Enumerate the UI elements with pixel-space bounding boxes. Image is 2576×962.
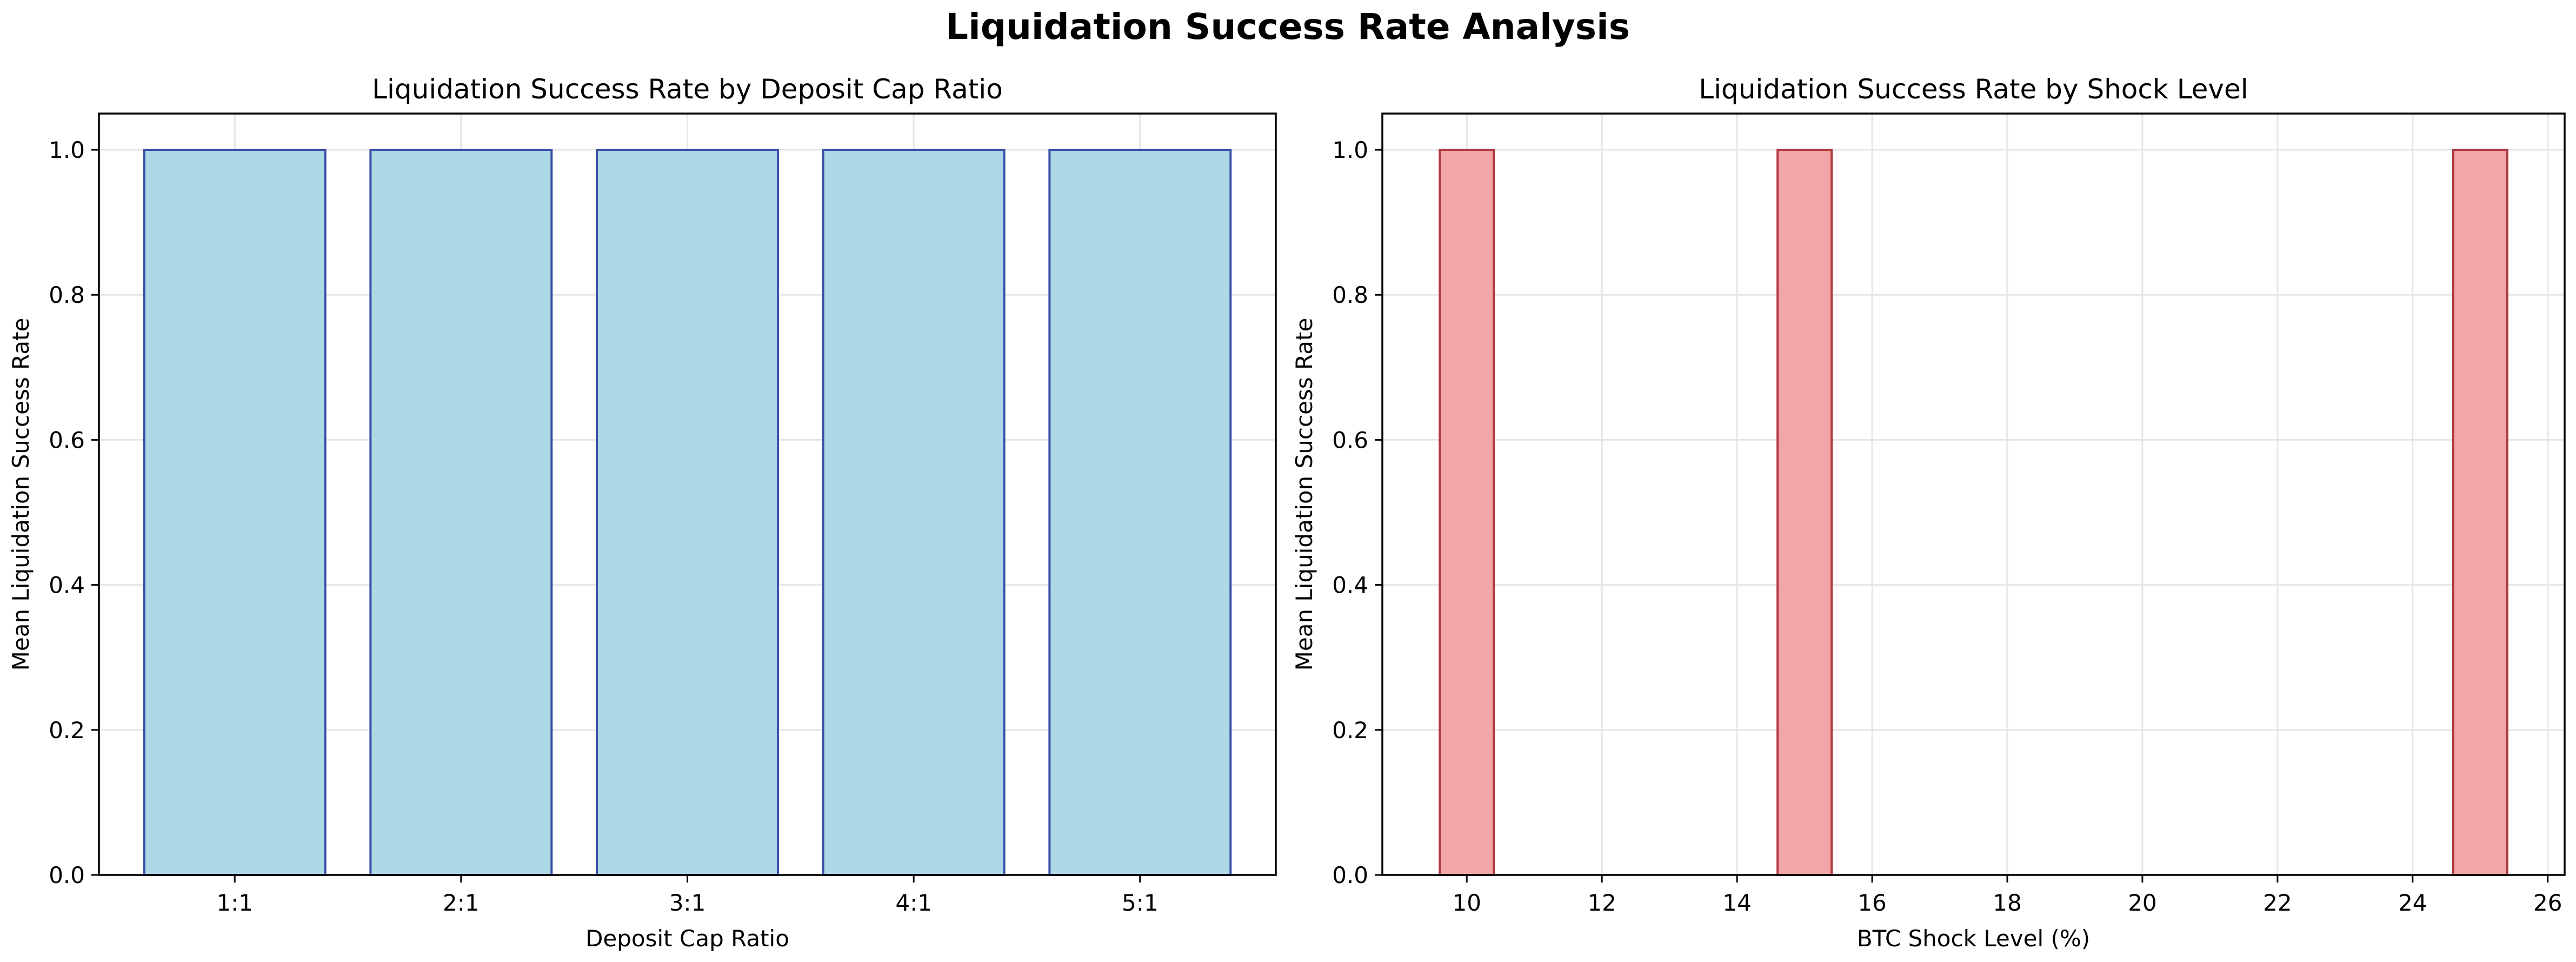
bar bbox=[1439, 149, 1495, 876]
y-axis-label: Mean Liquidation Success Rate bbox=[1291, 318, 1317, 671]
y-tick-label: 0.2 bbox=[1332, 717, 1368, 744]
x-axis-label: Deposit Cap Ratio bbox=[585, 925, 789, 952]
x-tick-label: 2:1 bbox=[443, 890, 480, 916]
y-tick-label: 0.8 bbox=[1332, 282, 1368, 308]
plot-frame bbox=[1381, 112, 2566, 876]
x-tick-label: 3:1 bbox=[669, 890, 706, 916]
x-tick-label: 20 bbox=[2128, 890, 2156, 916]
y-tick-label: 1.0 bbox=[49, 137, 85, 163]
y-tick-label: 0.8 bbox=[49, 282, 85, 308]
chart-panel-shock-level: 0.0 0.2 0.4 0.6 0.8 1.0 10 12 14 16 18 20 22 24 26 Liqu… bbox=[1291, 74, 2566, 952]
y-tick-label: 1.0 bbox=[1332, 137, 1368, 163]
x-tick-label: 14 bbox=[1722, 890, 1751, 916]
x-tick-label: 16 bbox=[1858, 890, 1886, 916]
chart-title: Liquidation Success Rate by Deposit Cap … bbox=[372, 74, 1003, 105]
bar bbox=[596, 149, 779, 876]
chart-panel-deposit-cap: 0.0 0.2 0.4 0.6 0.8 1.0 1:1 2:1 3:1 4:1 5:1 Liquida… bbox=[8, 74, 1277, 952]
x-tick-label: 10 bbox=[1452, 890, 1481, 916]
y-tick-label: 0.6 bbox=[1332, 427, 1368, 453]
x-tick-label: 12 bbox=[1587, 890, 1616, 916]
x-tick-label: 26 bbox=[2533, 890, 2562, 916]
y-axis-label: Mean Liquidation Success Rate bbox=[8, 318, 34, 671]
bar bbox=[1776, 149, 1833, 876]
bar bbox=[369, 149, 553, 876]
chart-title: Liquidation Success Rate by Shock Level bbox=[1699, 74, 2248, 105]
x-tick-label: 22 bbox=[2263, 890, 2292, 916]
x-tick-label: 1:1 bbox=[216, 890, 253, 916]
figure-title: Liquidation Success Rate Analysis bbox=[946, 6, 1630, 48]
x-tick-label: 18 bbox=[1993, 890, 2021, 916]
y-tick-label: 0.2 bbox=[49, 717, 85, 744]
bar bbox=[2452, 149, 2508, 876]
x-tick-label: 4:1 bbox=[895, 890, 932, 916]
y-tick-label: 0.0 bbox=[49, 862, 85, 888]
y-tick-label: 0.4 bbox=[1332, 572, 1368, 599]
y-tick-label: 0.0 bbox=[1332, 862, 1368, 888]
y-tick-label: 0.6 bbox=[49, 427, 85, 453]
bar bbox=[1048, 149, 1232, 876]
x-tick-label: 5:1 bbox=[1122, 890, 1159, 916]
bar bbox=[822, 149, 1006, 876]
x-tick-label: 24 bbox=[2398, 890, 2427, 916]
y-tick-label: 0.4 bbox=[49, 572, 85, 599]
x-axis-label: BTC Shock Level (%) bbox=[1857, 925, 2090, 952]
bar bbox=[143, 149, 327, 876]
